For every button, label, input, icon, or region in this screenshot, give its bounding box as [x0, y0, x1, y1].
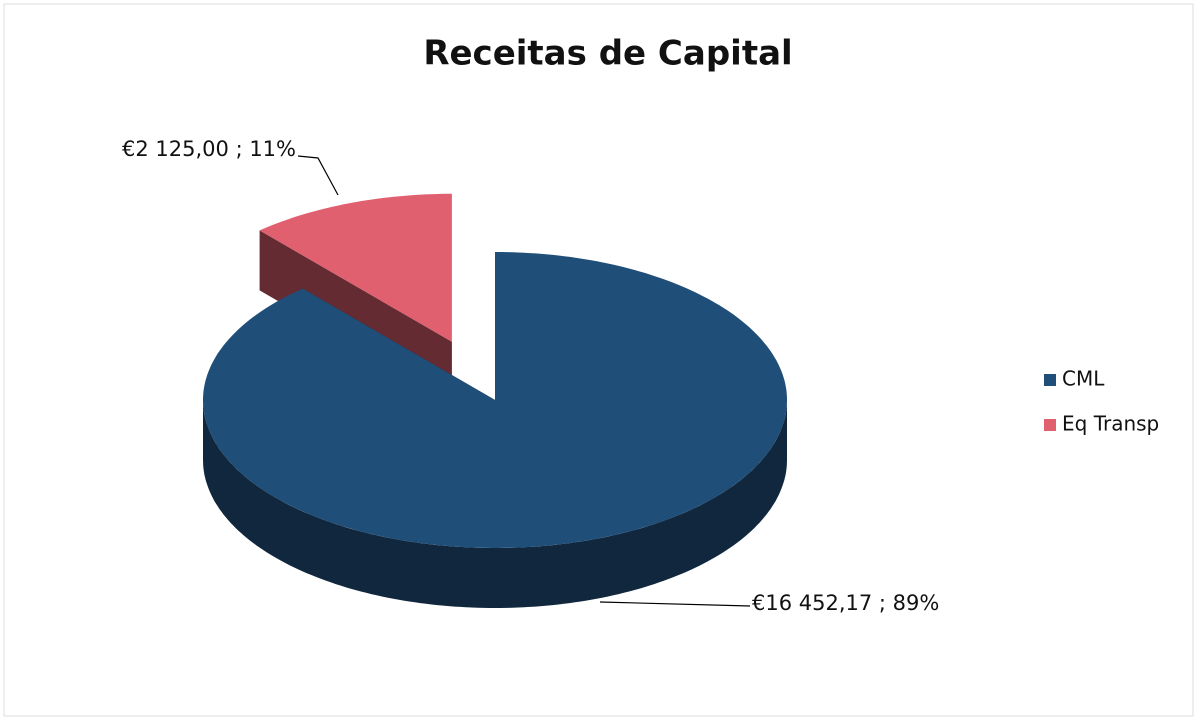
leader-line: [599, 601, 751, 607]
legend-label: CML: [1062, 367, 1105, 391]
leader-line: [297, 155, 339, 196]
data-label: €2 125,00 ; 11%: [122, 137, 296, 161]
legend-swatch: [1044, 419, 1056, 431]
legend-swatch: [1044, 374, 1056, 386]
slice-side: [203, 400, 787, 608]
legend-label: Eq Transp: [1062, 412, 1159, 436]
slice: [259, 193, 452, 342]
chart-title: Receitas de Capital: [423, 34, 792, 74]
slice: [203, 252, 787, 548]
data-label: €16 452,17 ; 89%: [752, 591, 939, 615]
